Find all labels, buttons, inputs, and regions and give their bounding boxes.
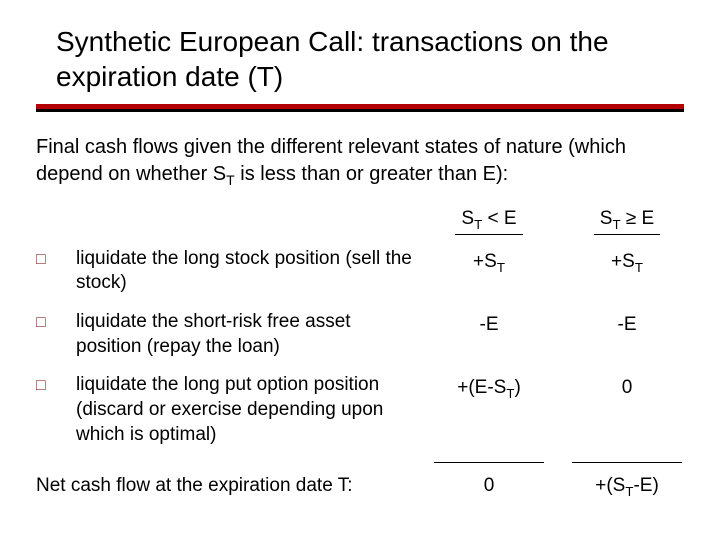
net-val1: 0 (424, 469, 554, 497)
slide: Synthetic European Call: transactions on… (0, 0, 720, 540)
row3-val2: 0 (562, 373, 692, 399)
row2-val1: -E (424, 310, 554, 336)
column-header-1: ST < E (424, 208, 554, 237)
bullet-icon: □ (36, 310, 68, 332)
intro-part-b: is less than or greater than E): (235, 163, 508, 185)
row3-val1: +(E-ST) (424, 373, 554, 401)
slide-title: Synthetic European Call: transactions on… (36, 24, 684, 94)
net-label: Net cash flow at the expiration date T: (36, 469, 416, 497)
row1-text: liquidate the long stock position (sell … (76, 247, 416, 310)
column-header-2: ST ≥ E (562, 208, 692, 237)
bullet-icon: □ (36, 373, 68, 395)
intro-text: Final cash flows given the different rel… (36, 134, 684, 190)
sum-line-2 (562, 462, 692, 469)
row3-text: liquidate the long put option position (… (76, 373, 416, 461)
row1-val2: +ST (562, 247, 692, 275)
row1-val1: +ST (424, 247, 554, 275)
intro-subscript: T (226, 172, 235, 188)
row2-text: liquidate the short-risk free asset posi… (76, 310, 416, 373)
cashflow-table: ST < E ST ≥ E □ liquidate the long stock… (36, 208, 684, 498)
title-rule (36, 104, 684, 112)
row2-val2: -E (562, 310, 692, 336)
net-val2: +(ST-E) (562, 469, 692, 499)
bullet-icon: □ (36, 247, 68, 269)
sum-line-1 (424, 462, 554, 469)
